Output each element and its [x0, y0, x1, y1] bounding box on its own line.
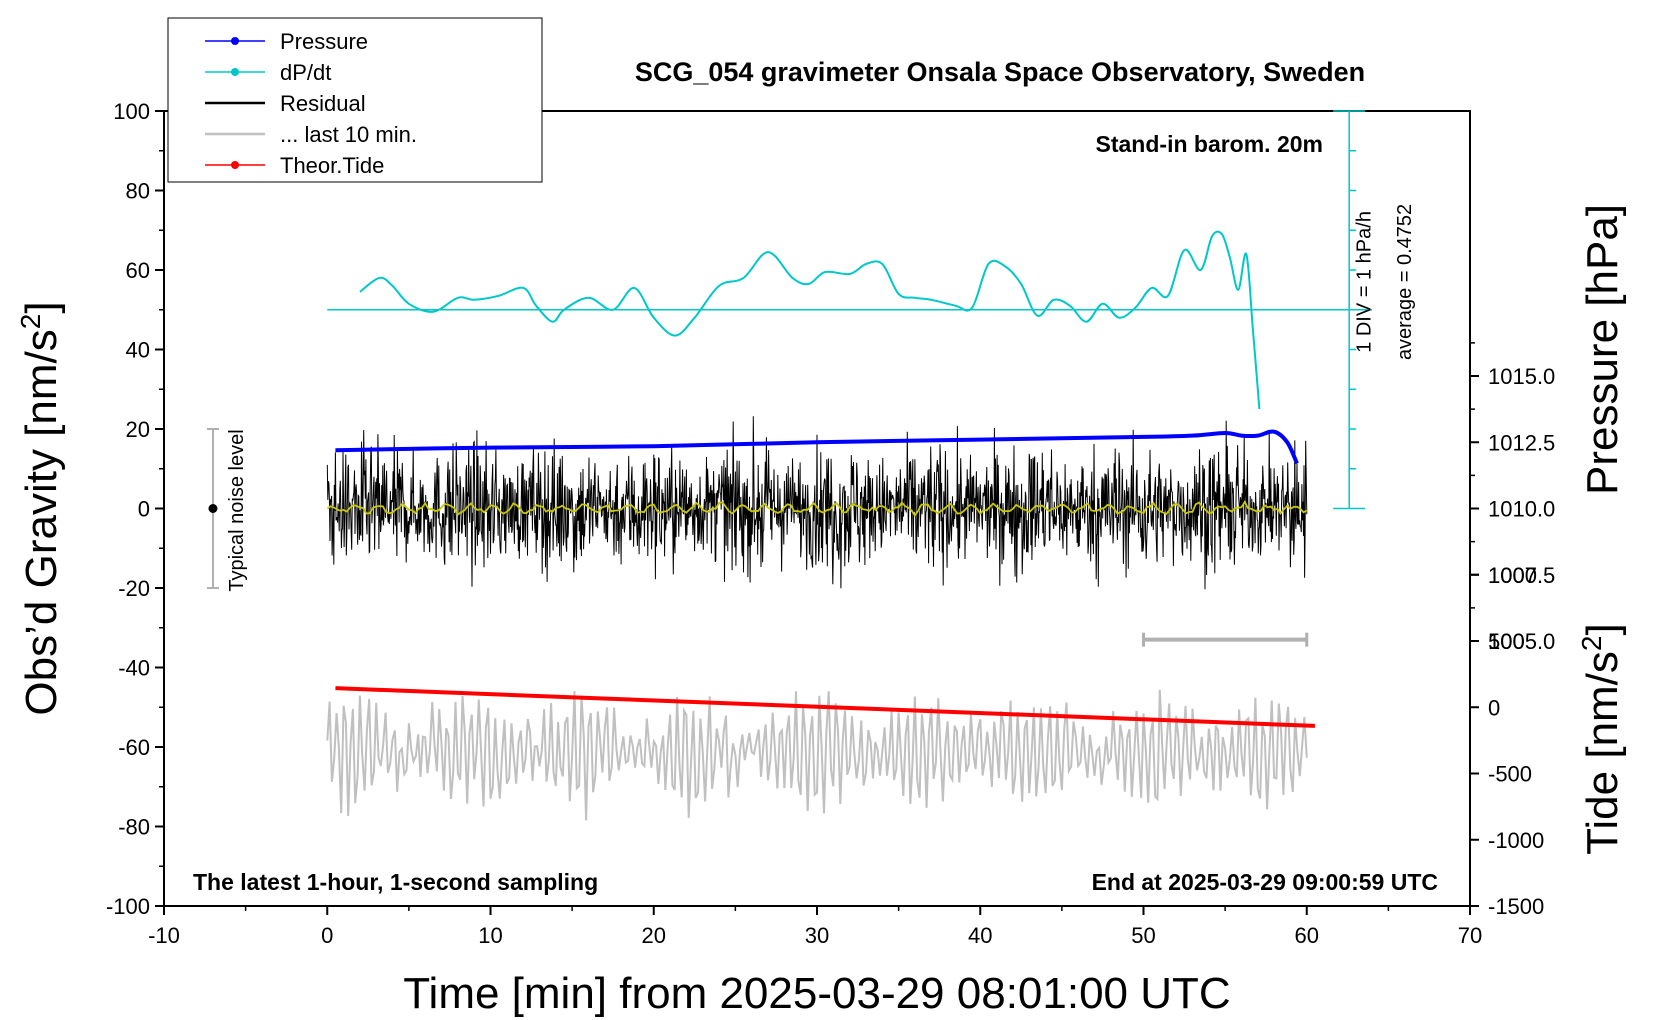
- pressure-tick-label: 1015.0: [1488, 364, 1555, 389]
- legend-marker: [231, 37, 239, 45]
- y-tick-label: 40: [126, 338, 150, 363]
- tide-tick-label: -500: [1488, 762, 1532, 787]
- y-tick-label: -60: [118, 735, 150, 760]
- chart-title: SCG_054 gravimeter Onsala Space Observat…: [635, 57, 1365, 87]
- dpdt-average-note: average = 0.4752: [1394, 204, 1416, 360]
- plot-series: [206, 230, 1373, 821]
- x-axis-label: Time [min] from 2025-03-29 08:01:00 UTC: [403, 969, 1230, 1018]
- x-tick-label: 40: [968, 923, 992, 948]
- y-axis-label-gravity: Obs’d Gravity [nm/s2]: [15, 301, 66, 715]
- pressure-tick-label: 1012.5: [1488, 430, 1555, 455]
- x-tick-label: 70: [1458, 923, 1482, 948]
- noise-level-dot: [208, 504, 218, 513]
- legend-label: Residual: [280, 91, 366, 116]
- y-axis-label-tide: Tide [nm/s2]: [1576, 623, 1627, 855]
- last-10-min-series: [326, 689, 1308, 821]
- x-tick-label: 30: [805, 923, 829, 948]
- legend: Pressure dP/dt Residual ... last 10 min. The…: [167, 17, 543, 183]
- legend-label: Theor.Tide: [280, 153, 384, 178]
- pressure-tick-label: 1010.0: [1488, 497, 1555, 522]
- y-tick-label: -40: [118, 656, 150, 681]
- x-tick-label: 50: [1131, 923, 1155, 948]
- end-time-note: End at 2025-03-29 09:00:59 UTC: [1092, 869, 1438, 895]
- barometer-note: Stand-in barom. 20m: [1096, 131, 1323, 157]
- y-tick-label: -80: [118, 815, 150, 840]
- y-tick-label: 80: [126, 179, 150, 204]
- tide-tick-label: -1500: [1488, 894, 1544, 919]
- tide-tick-label: -1000: [1488, 828, 1544, 853]
- tide-tick-label: 1000: [1488, 563, 1537, 588]
- legend-marker: [231, 161, 239, 169]
- legend-marker: [231, 68, 239, 76]
- axis-ticks: -10 0 10 20 30 40 50 60 70-100-80-60-40-20020406…: [106, 99, 1555, 948]
- noise-level-label: Typical noise level: [226, 429, 248, 591]
- x-tick-label: 10: [478, 923, 502, 948]
- y-tick-label: 0: [138, 497, 150, 522]
- x-tick-label: 0: [321, 923, 333, 948]
- legend-label: dP/dt: [280, 60, 331, 85]
- legend-box: [167, 17, 543, 183]
- dpdt-division-note: 1 DIV = 1 hPa/h: [1353, 211, 1375, 353]
- legend-label: ... last 10 min.: [280, 122, 417, 147]
- y-tick-label: 100: [113, 99, 150, 124]
- tide-tick-label: 500: [1488, 629, 1525, 654]
- y-tick-label: 60: [126, 258, 150, 283]
- x-tick-label: 20: [642, 923, 666, 948]
- pressure-tick-label: 1007.5: [1488, 563, 1555, 588]
- latest-hour-note: The latest 1-hour, 1-second sampling: [193, 869, 598, 895]
- y-tick-label: -20: [118, 576, 150, 601]
- theoretical-tide-series: [335, 686, 1315, 728]
- residual-smoothed-series: [326, 500, 1308, 518]
- y-tick-label: -100: [106, 894, 150, 919]
- y-tick-label: 20: [126, 417, 150, 442]
- legend-label: Pressure: [280, 29, 368, 54]
- y-axis-label-pressure: Pressure [hPa]: [1578, 204, 1627, 495]
- residual-series: [326, 416, 1308, 590]
- pressure-tick-label: 1005.0: [1488, 629, 1555, 654]
- x-tick-label: -10: [148, 923, 180, 948]
- x-tick-label: 60: [1295, 923, 1319, 948]
- dpdt-series: [359, 230, 1261, 410]
- pressure-series: [335, 429, 1299, 465]
- tide-tick-label: 0: [1488, 695, 1500, 720]
